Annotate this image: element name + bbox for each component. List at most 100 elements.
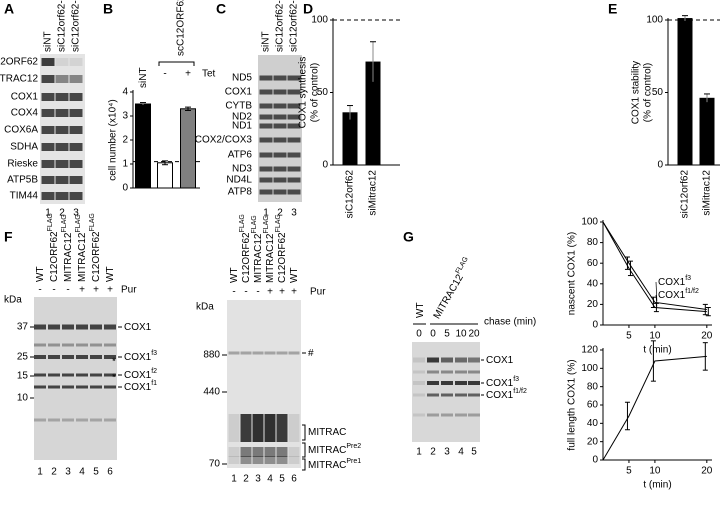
band-label: CYTB — [225, 101, 252, 112]
band-label-sup: f2 — [151, 368, 157, 375]
pur-sign: - — [244, 287, 247, 298]
gel-band — [69, 126, 83, 134]
x-tick-label: 20 — [701, 331, 713, 342]
gel-band — [34, 324, 46, 330]
gel-band — [287, 189, 301, 195]
lane-number: 3 — [291, 208, 297, 219]
lane-label-sup: FLAG — [89, 213, 96, 231]
lane-number: 4 — [267, 474, 273, 485]
x-tick-label: 5 — [626, 466, 632, 477]
band-label: ND3 — [232, 164, 252, 175]
band-label-sup: f1 — [151, 380, 157, 387]
column-label: scC12ORF62FLAG — [174, 0, 186, 56]
gel-band — [259, 166, 273, 172]
lane-label: MITRAC12FLAG — [430, 256, 475, 321]
lane-number: 1 — [45, 208, 51, 219]
pur-sign: - — [38, 285, 41, 296]
y-tick-label: 0 — [592, 320, 598, 331]
gel-band — [287, 89, 301, 95]
lane-label-text: MITRAC12 — [63, 232, 74, 282]
gel-band — [240, 351, 252, 355]
y-tick-label: 2 — [122, 135, 128, 146]
lane-label-sup: FLAG — [251, 215, 258, 233]
y-axis-label: cell number (x10⁴) — [108, 99, 119, 181]
lane-label: siC12orf62-1 — [57, 0, 68, 52]
gel-band — [441, 357, 453, 363]
gel-band — [55, 126, 69, 134]
marker-label: 440 — [203, 387, 220, 398]
gel-band — [276, 414, 288, 442]
lane-label-text: C12ORF62 — [91, 231, 102, 282]
lane-label-text: MITRAC12 — [265, 233, 276, 283]
gel-band — [259, 137, 273, 143]
gel-band — [69, 176, 83, 184]
gel-band — [287, 75, 301, 81]
chase-value: 5 — [444, 329, 450, 340]
gel-band — [455, 413, 467, 417]
y-tick-label: 20 — [587, 436, 599, 447]
gel-band — [90, 343, 102, 347]
y-tick-label: 80 — [587, 381, 599, 392]
pur-sign: - — [66, 285, 69, 296]
gel-band — [69, 75, 83, 83]
gel-band — [264, 456, 276, 464]
gel-band — [228, 456, 240, 464]
lane-label: WT — [105, 266, 116, 282]
band-label: # — [308, 348, 314, 359]
gel-band — [55, 58, 69, 66]
gel-band — [273, 189, 287, 195]
lane-number: 3 — [65, 467, 71, 478]
pur-label: Pur — [121, 285, 137, 296]
y-tick-label: 80 — [587, 237, 599, 248]
gel-band — [62, 385, 74, 389]
gel-band — [48, 324, 60, 330]
gel-band — [288, 447, 300, 457]
gel-band — [259, 75, 273, 81]
x-tick-label: 10 — [649, 331, 661, 342]
gel-band — [273, 75, 287, 81]
tet-sign: + — [185, 69, 191, 80]
gel-band — [90, 373, 102, 377]
y-tick-label: 100 — [581, 217, 598, 228]
lane-label: MITRAC12FLAG — [263, 215, 275, 283]
gel-band — [90, 418, 102, 422]
bracket — [302, 442, 306, 458]
gel-band — [76, 418, 88, 422]
gel-band — [468, 413, 480, 417]
y-tick-label: 20 — [587, 299, 599, 310]
panel-label: E — [608, 1, 617, 17]
y-tick-label: 40 — [587, 278, 599, 289]
gel-band — [427, 413, 439, 417]
x-axis-label: t (min) — [643, 480, 671, 491]
x-tick-label: siC12orf62 — [680, 170, 691, 219]
asterisk: * — [112, 357, 116, 368]
gel-band — [55, 160, 69, 168]
gel-band — [228, 351, 240, 355]
y-tick-label: 40 — [587, 418, 599, 429]
protein-label: COX1 — [11, 92, 39, 103]
gel-band — [104, 324, 116, 330]
gel-band — [104, 373, 116, 377]
protein-label: ATP5B — [7, 175, 38, 186]
panel-label: D — [303, 1, 313, 17]
lane-number: 6 — [107, 467, 113, 478]
gel-band — [413, 370, 425, 374]
band-label: ND4L — [226, 175, 252, 186]
gel-band — [288, 414, 300, 442]
legend-sup: f3 — [685, 275, 691, 282]
marker-label: 15 — [17, 371, 29, 382]
legend-label: COX1f1/f2 — [658, 288, 699, 300]
lane-label: WT — [229, 267, 240, 283]
gel-band — [413, 381, 425, 385]
gel-band — [252, 351, 264, 355]
pur-sign: - — [256, 287, 259, 298]
band-label-sup: Pre1 — [346, 458, 361, 465]
lane-label-text: WT — [35, 266, 46, 282]
marker-label: 880 — [203, 350, 220, 361]
lane-label: WT — [415, 302, 426, 318]
band-label: MITRAC — [308, 427, 346, 438]
x-tick-label: siMitrac12 — [368, 170, 379, 216]
lane-label-text: WT — [229, 267, 240, 283]
gel-band — [287, 103, 301, 109]
lane-number: 5 — [279, 474, 285, 485]
